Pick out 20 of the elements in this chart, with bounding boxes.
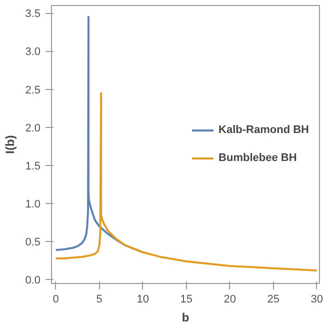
y-axis-title: I(b) — [3, 135, 18, 154]
y-tick-label: 3.0 — [25, 46, 41, 58]
x-tick-label: 5 — [96, 294, 102, 306]
line-series — [54, 92, 318, 272]
y-tick-label: 0.5 — [25, 236, 41, 249]
x-tick-label: 25 — [267, 294, 280, 306]
legend-label: Kalb-Ramond BH — [218, 124, 309, 136]
y-tick-label: 0.0 — [25, 274, 41, 287]
y-tick-label: 1.5 — [25, 160, 41, 172]
x-tick-label: 10 — [136, 294, 149, 306]
x-axis-title: b — [182, 310, 190, 324]
y-tick-label: 1.0 — [25, 198, 41, 211]
y-tick-label: 3.5 — [25, 8, 41, 20]
x-tick-label: 30 — [310, 294, 324, 306]
y-tick-label: 2.5 — [25, 84, 41, 96]
x-tick-label: 20 — [224, 294, 236, 306]
legend-label: Bumblebee BH — [218, 152, 297, 164]
x-tick-label: 0 — [52, 294, 59, 306]
y-tick-label: 2.0 — [25, 122, 41, 134]
x-tick-label: 15 — [180, 294, 192, 306]
